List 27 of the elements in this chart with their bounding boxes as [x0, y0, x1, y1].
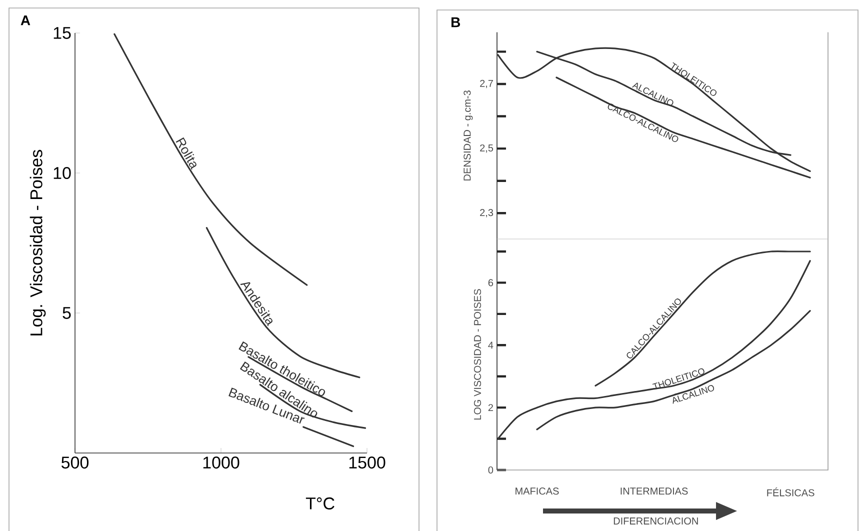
y-tick-label: 4	[488, 342, 494, 349]
x-tick-label: 500	[61, 456, 89, 469]
y-axis-title: DENSIDAD - g.cm-3	[464, 90, 473, 180]
y-axis-title: Log. Viscosidad - Poises	[30, 150, 46, 336]
y-tick-label: 2,3	[480, 209, 494, 218]
x-tick-label: INTERMEDIAS	[620, 488, 688, 495]
y-axis-title: LOG VISCOSIDAD - POISES	[474, 289, 482, 420]
x-axis-title: T°C	[306, 497, 334, 510]
y-tick-label: 10	[54, 166, 71, 180]
y-tick-label: 0	[488, 466, 494, 474]
x-tick-label: 1000	[203, 456, 240, 469]
y-tick-label: 2,7	[480, 80, 493, 88]
line-series	[497, 260, 811, 440]
x-tick-label: 1500	[349, 456, 386, 469]
line-series	[536, 50, 792, 156]
chart-title: B	[452, 17, 460, 28]
chart-title: A	[20, 16, 30, 26]
y-tick-label: 6	[488, 279, 494, 286]
x-axis-title: DIFERENCIACION	[614, 517, 698, 525]
y-tick-label: 15	[54, 27, 71, 39]
y-tick-label: 2	[488, 404, 493, 412]
x-tick-label: MAFICAS	[516, 488, 559, 495]
line-series	[497, 47, 811, 172]
text: Rolita	[176, 137, 196, 170]
x-tick-label: FÉLSICAS	[767, 488, 814, 496]
y-tick-label: 5	[62, 307, 71, 319]
y-tick-label: 2,5	[480, 144, 494, 153]
